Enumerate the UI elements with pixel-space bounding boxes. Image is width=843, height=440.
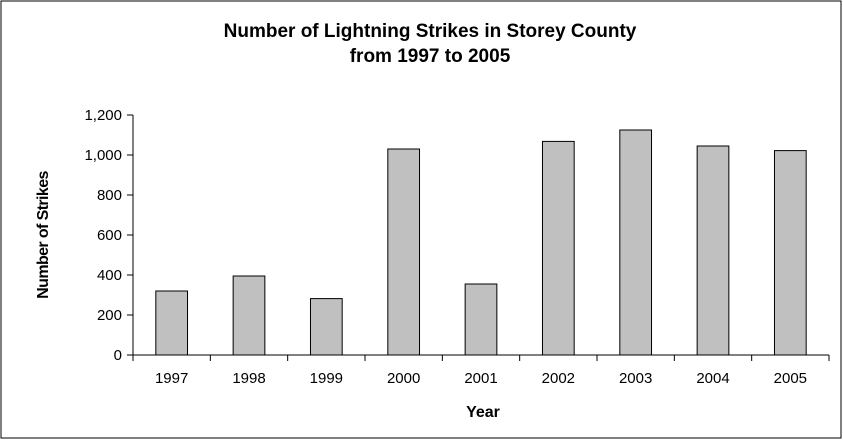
y-tick-label: 800 <box>97 187 122 204</box>
bar-2002 <box>541 140 575 356</box>
y-tick-label: 600 <box>97 227 122 244</box>
bar-2005 <box>773 150 807 356</box>
x-tick-label: 1999 <box>310 370 343 387</box>
x-tick-label: 1998 <box>232 370 265 387</box>
x-tick-label: 2000 <box>387 370 420 387</box>
chart-title-line-1: Number of Lightning Strikes in Storey Co… <box>224 21 637 42</box>
y-tick-label: 1,200 <box>84 107 122 124</box>
bar-series <box>155 129 807 356</box>
x-tick-label: 2002 <box>542 370 575 387</box>
x-tick-label: 2003 <box>619 370 652 387</box>
x-tick-label: 2001 <box>464 370 497 387</box>
y-tick-label: 1,000 <box>84 147 122 164</box>
bar-1997 <box>155 290 189 356</box>
y-tick-label: 200 <box>97 307 122 324</box>
x-tick-label: 2005 <box>774 370 807 387</box>
y-axis-title: Number of Strikes <box>35 170 52 298</box>
bar-1999 <box>309 298 343 356</box>
bar-2000 <box>387 148 421 356</box>
x-axis: 1997 1998 1999 2000 2001 2002 2003 2004 2005 <box>132 354 830 387</box>
bar-1998 <box>232 275 266 356</box>
bar-2003 <box>619 129 653 356</box>
y-tick-label: 400 <box>97 267 122 284</box>
bar-2004 <box>696 145 730 356</box>
x-axis-title: Year <box>466 404 500 421</box>
y-tick-label: 0 <box>114 347 122 364</box>
x-tick-label: 1997 <box>155 370 188 387</box>
y-axis: 0 200 400 600 800 1,000 1,200 <box>84 107 134 364</box>
x-tick-label: 2004 <box>696 370 729 387</box>
chart-title-line-2: from 1997 to 2005 <box>350 46 511 67</box>
bar-2001 <box>464 283 498 356</box>
